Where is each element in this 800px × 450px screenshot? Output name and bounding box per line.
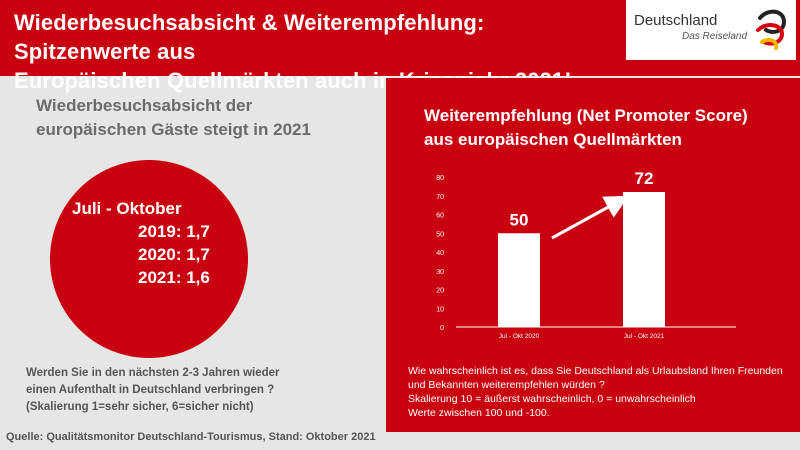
revisit-heading: Wiederbesuchsabsicht der europäischen Gä… xyxy=(36,94,356,142)
logo: Deutschland Das Reiseland xyxy=(626,0,796,60)
revisit-question-line-2: einen Aufenthalt in Deutschland verbring… xyxy=(26,384,275,396)
logo-subtitle: Das Reiseland xyxy=(682,31,748,42)
y-tick-label: 10 xyxy=(436,306,444,313)
y-tick-label: 30 xyxy=(436,269,444,276)
nps-question: Wie wahrscheinlich ist es, dass Sie Deut… xyxy=(408,364,788,420)
increase-arrow xyxy=(551,195,629,240)
x-axis-category-labels: Jul - Okt 2020 Jul - Okt 2021 xyxy=(499,333,665,340)
logo-name: Deutschland xyxy=(634,12,718,29)
chart-title: Weiterempfehlung (Net Promoter Score) au… xyxy=(424,104,784,152)
y-tick-label: 20 xyxy=(436,288,444,295)
nps-question-line-3: Skalierung 10 = äußerst wahrscheinlich, … xyxy=(408,393,696,405)
y-axis-tick-labels: 0 10 20 30 40 50 60 70 80 xyxy=(436,175,444,332)
bar xyxy=(623,192,665,327)
y-tick-label: 60 xyxy=(436,213,444,220)
y-tick-label: 80 xyxy=(436,175,444,182)
source-note: Quelle: Qualitätsmonitor Deutschland-Tou… xyxy=(6,431,376,443)
nps-question-line-4: Werte zwischen 100 und -100. xyxy=(408,407,550,419)
x-category-label: Jul - Okt 2020 xyxy=(499,333,540,340)
revisit-question-line-3: (Skalierung 1=sehr sicher, 6=sicher nich… xyxy=(26,401,254,413)
bar-value-label: 50 xyxy=(510,210,529,229)
circle-period-label: Juli - Oktober xyxy=(72,199,182,218)
page-title-line-1: Wiederbesuchsabsicht & Weiterempfehlung:… xyxy=(14,10,485,64)
revisit-question-line-1: Werden Sie in den nächsten 2-3 Jahren wi… xyxy=(26,367,280,379)
chart-title-line-1: Weiterempfehlung (Net Promoter Score) xyxy=(424,106,748,125)
nps-panel xyxy=(386,78,800,432)
germany-brand-swirl-icon xyxy=(756,9,787,50)
y-tick-label: 70 xyxy=(436,194,444,201)
revisit-heading-line-2: europäischen Gäste steigt in 2021 xyxy=(36,120,311,139)
circle-row-2021: 2021: 1,6 xyxy=(138,268,210,287)
revisit-question: Werden Sie in den nächsten 2-3 Jahren wi… xyxy=(26,365,346,416)
y-tick-label: 40 xyxy=(436,250,444,257)
bars xyxy=(498,192,665,327)
circle-row-2019: 2019: 1,7 xyxy=(138,222,210,241)
revisit-circle xyxy=(50,160,248,358)
circle-row-2020: 2020: 1,7 xyxy=(138,245,210,264)
chart-title-line-2: aus europäischen Quellmärkten xyxy=(424,130,682,149)
nps-question-line-1: Wie wahrscheinlich ist es, dass Sie Deut… xyxy=(408,365,783,377)
y-tick-label: 0 xyxy=(440,325,444,332)
nps-question-line-2: und Bekannten weiterempfehlen würden ? xyxy=(408,379,605,391)
y-tick-label: 50 xyxy=(436,231,444,238)
x-category-label: Jul - Okt 2021 xyxy=(624,333,665,340)
bar xyxy=(498,233,540,327)
revisit-heading-line-1: Wiederbesuchsabsicht der xyxy=(36,96,253,115)
bar-value-labels: 50 72 xyxy=(510,169,654,229)
bar-value-label: 72 xyxy=(635,169,654,188)
